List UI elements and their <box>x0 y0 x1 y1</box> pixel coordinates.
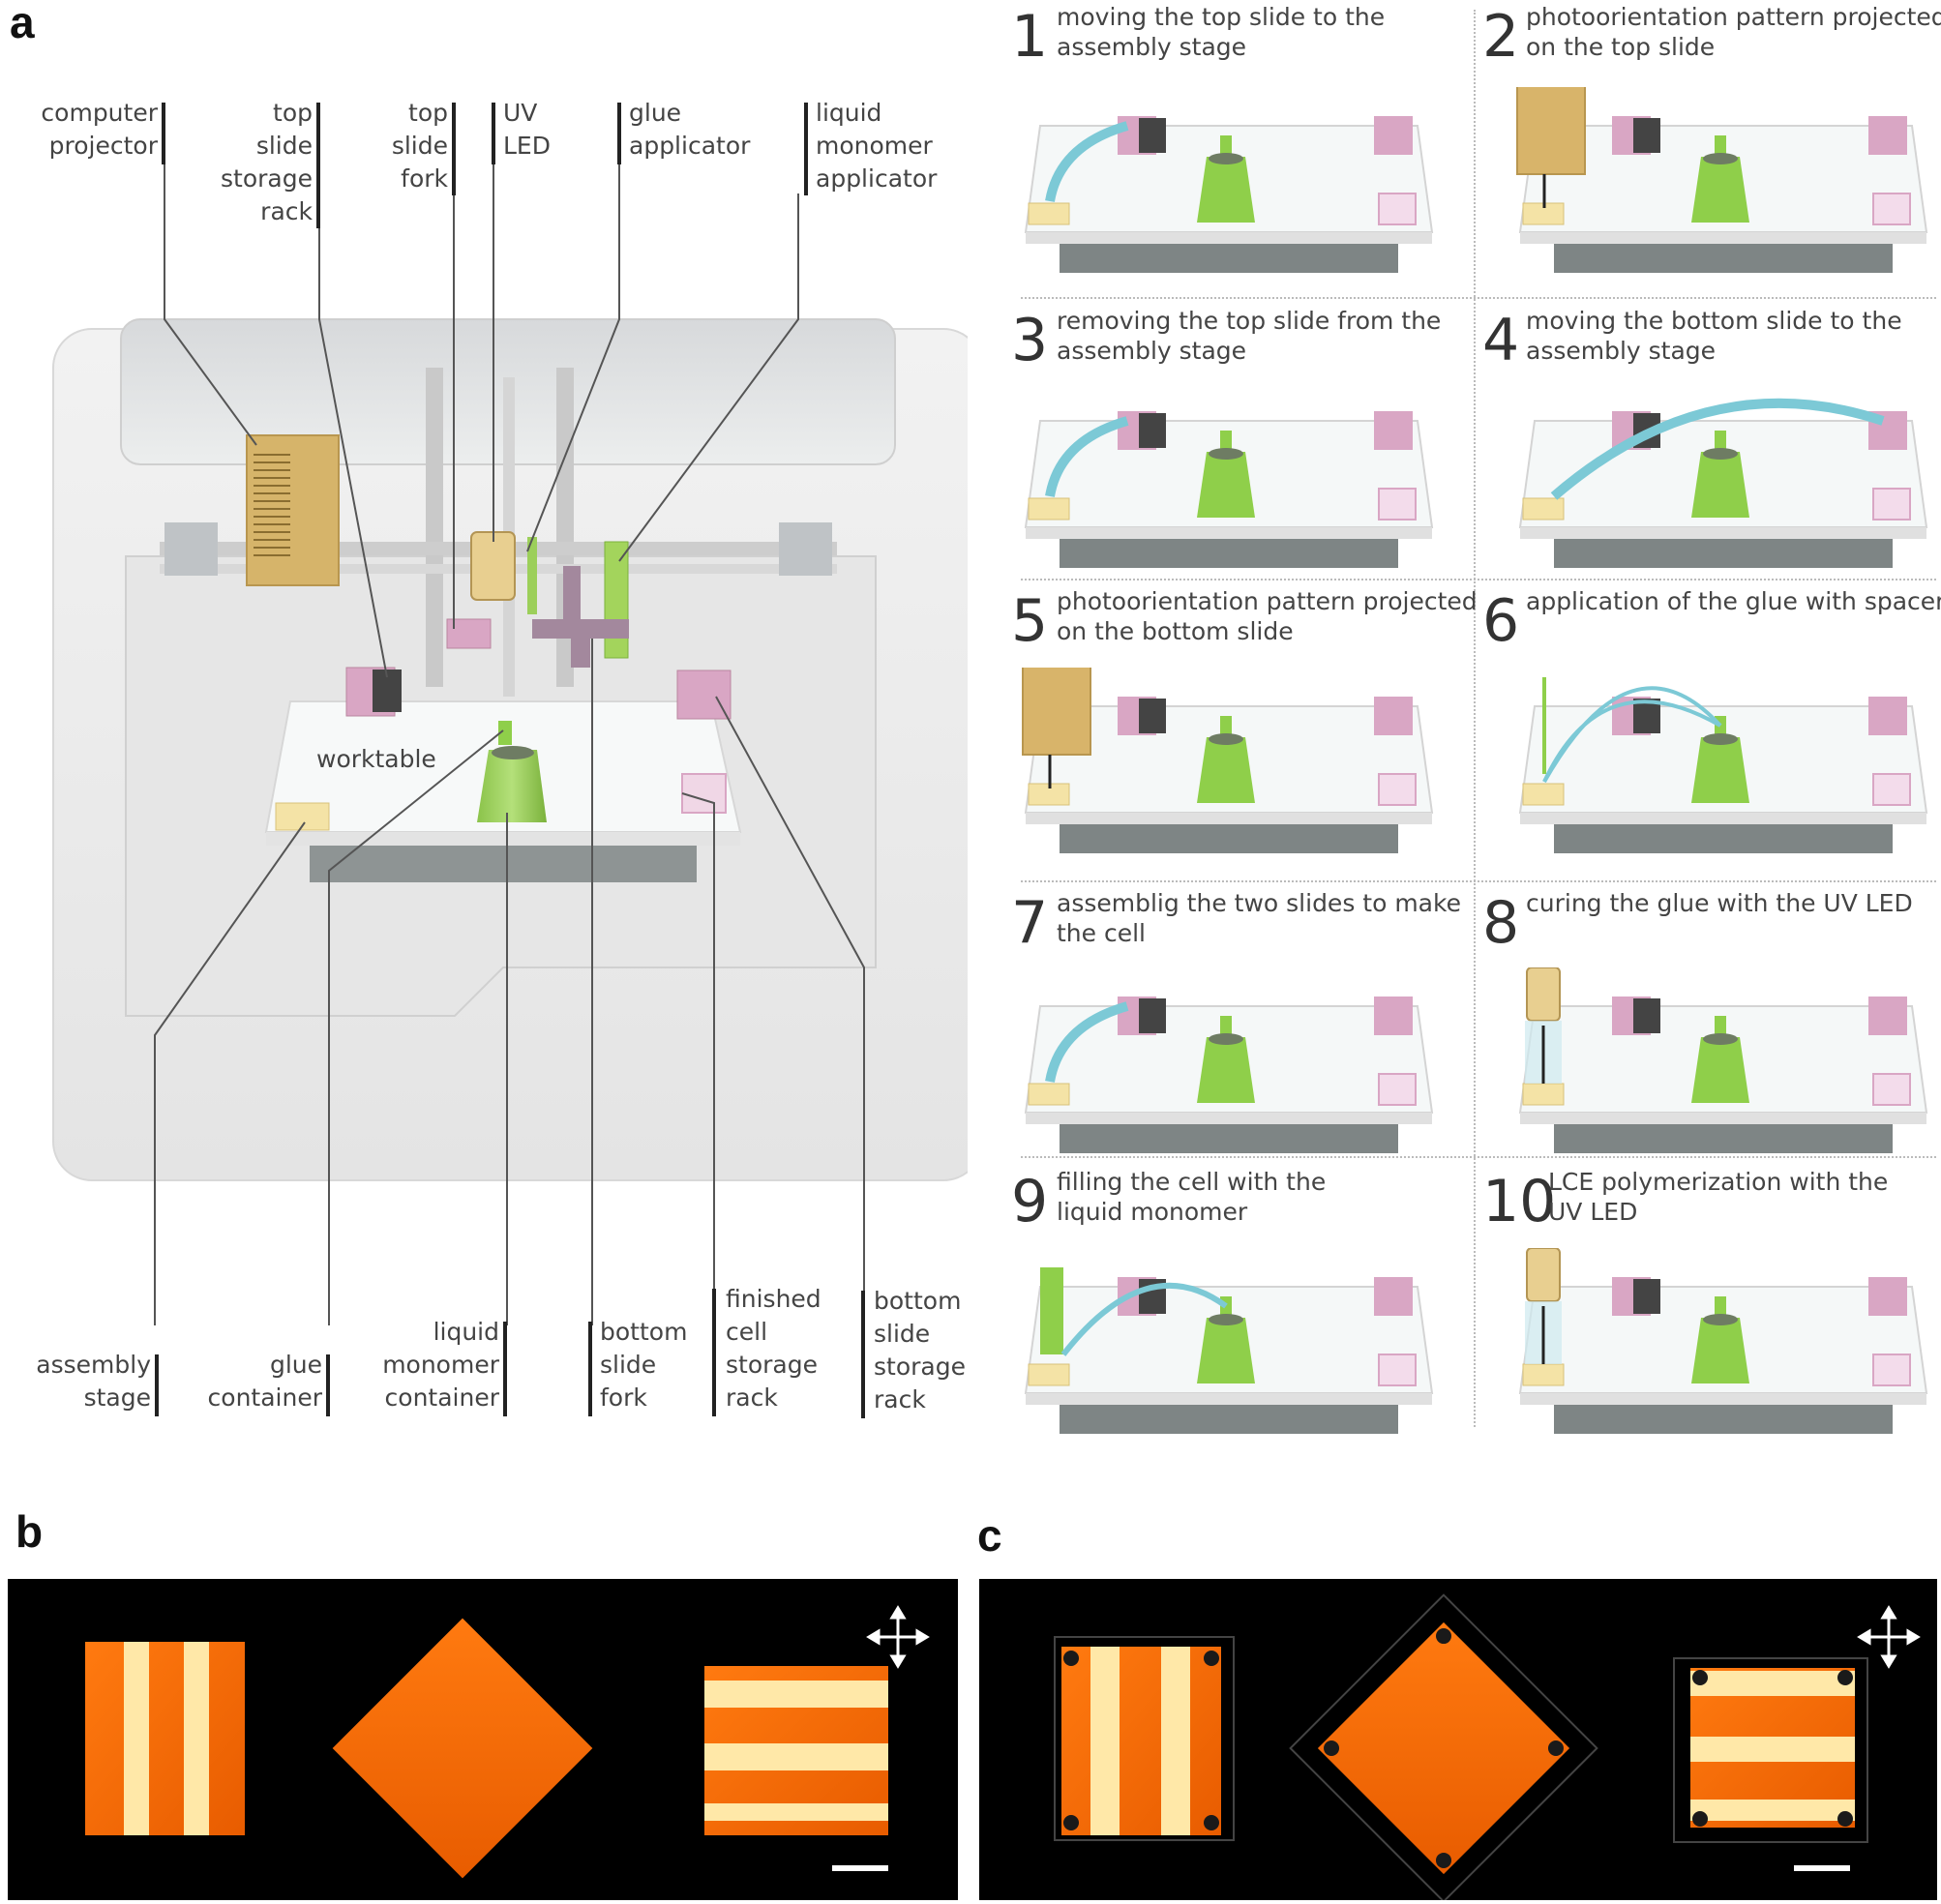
step-number: 4 <box>1482 307 1520 374</box>
callout-bar <box>492 103 495 164</box>
step-10-illustration <box>1518 1248 1928 1434</box>
step-4-illustration <box>1518 398 1928 568</box>
worktable-label: worktable <box>316 745 436 773</box>
step-number: 8 <box>1482 889 1520 957</box>
step-number: 3 <box>1011 307 1049 374</box>
callout-bar <box>503 1322 507 1416</box>
callout-liquid-monomer-applicator: liquid monomer applicator <box>816 99 938 193</box>
callout-top-slide-storage-rack: top slide storage rack <box>221 99 313 225</box>
step-number: 9 <box>1011 1168 1049 1235</box>
panel-label-b: b <box>15 1506 44 1557</box>
callout-bar <box>588 1322 592 1416</box>
step-5-illustration <box>1022 668 1434 853</box>
step-caption: removing the top slide from the assembly … <box>1057 307 1442 365</box>
callout-computer-projector: computer projector <box>41 99 158 160</box>
callout-finished-cell-storage-rack: finished cell storage rack <box>726 1285 821 1412</box>
step-number: 5 <box>1011 587 1049 655</box>
callout-bar <box>804 103 808 195</box>
step-number: 7 <box>1011 889 1049 957</box>
step-6-illustration <box>1518 677 1928 853</box>
step-3-illustration <box>1024 411 1434 568</box>
leader-lines <box>154 145 865 1325</box>
callout-top-slide-fork: top slide fork <box>391 99 448 193</box>
step-caption: LCE polymerization with the UV LED <box>1548 1168 1889 1226</box>
callout-glue-applicator: glue applicator <box>629 99 751 160</box>
step-9-illustration <box>1024 1267 1434 1434</box>
callout-bar <box>162 103 165 164</box>
photo-panel-c <box>979 1579 1937 1903</box>
callout-bar <box>452 103 456 195</box>
step-caption: photoorientation pattern projected on the… <box>1526 3 1941 61</box>
step-number: 2 <box>1482 3 1520 71</box>
callout-bar <box>155 1354 159 1416</box>
callout-bar <box>316 103 320 228</box>
step-caption: assemblig the two slides to make the cell <box>1057 889 1461 947</box>
step-2-illustration <box>1516 87 1928 273</box>
callout-bar <box>712 1289 716 1416</box>
step-caption: photoorientation pattern projected on the… <box>1057 587 1478 645</box>
callout-uv-led: UV LED <box>503 99 551 160</box>
step-grid-divider <box>1021 1156 1936 1158</box>
callout-bar <box>326 1354 330 1416</box>
step-grid-divider <box>1021 579 1936 580</box>
callout-bar <box>617 103 621 164</box>
panel-label-c: c <box>977 1510 1002 1561</box>
step-1-illustration <box>1024 116 1434 273</box>
step-number: 10 <box>1482 1168 1557 1235</box>
callout-liquid-monomer-container: liquid monomer container <box>382 1318 499 1412</box>
step-caption: moving the bottom slide to the assembly s… <box>1526 307 1902 365</box>
step-caption: application of the glue with spacers <box>1526 587 1941 615</box>
step-grid-divider <box>1021 297 1936 299</box>
step-grid-divider <box>1474 10 1476 1427</box>
printer-illustration <box>52 318 968 1181</box>
step-caption: filling the cell with the liquid monomer <box>1057 1168 1327 1226</box>
step-7-illustration <box>1024 997 1434 1153</box>
panel-label-a: a <box>10 0 35 47</box>
callout-assembly-stage: assembly stage <box>36 1351 151 1412</box>
step-grid-divider <box>1021 880 1936 882</box>
step-number: 6 <box>1482 587 1520 655</box>
step-8-illustration <box>1518 967 1928 1153</box>
callout-bottom-slide-fork: bottom slide fork <box>600 1318 688 1412</box>
step-caption: curing the glue with the UV LED <box>1526 889 1913 917</box>
callout-bar <box>861 1291 865 1418</box>
photo-panel-b <box>8 1579 958 1900</box>
callout-glue-container: glue container <box>207 1351 322 1412</box>
step-caption: moving the top slide to the assembly stag… <box>1057 3 1386 61</box>
step-number: 1 <box>1011 3 1049 71</box>
callout-bottom-slide-storage-rack: bottom slide storage rack <box>874 1287 966 1413</box>
